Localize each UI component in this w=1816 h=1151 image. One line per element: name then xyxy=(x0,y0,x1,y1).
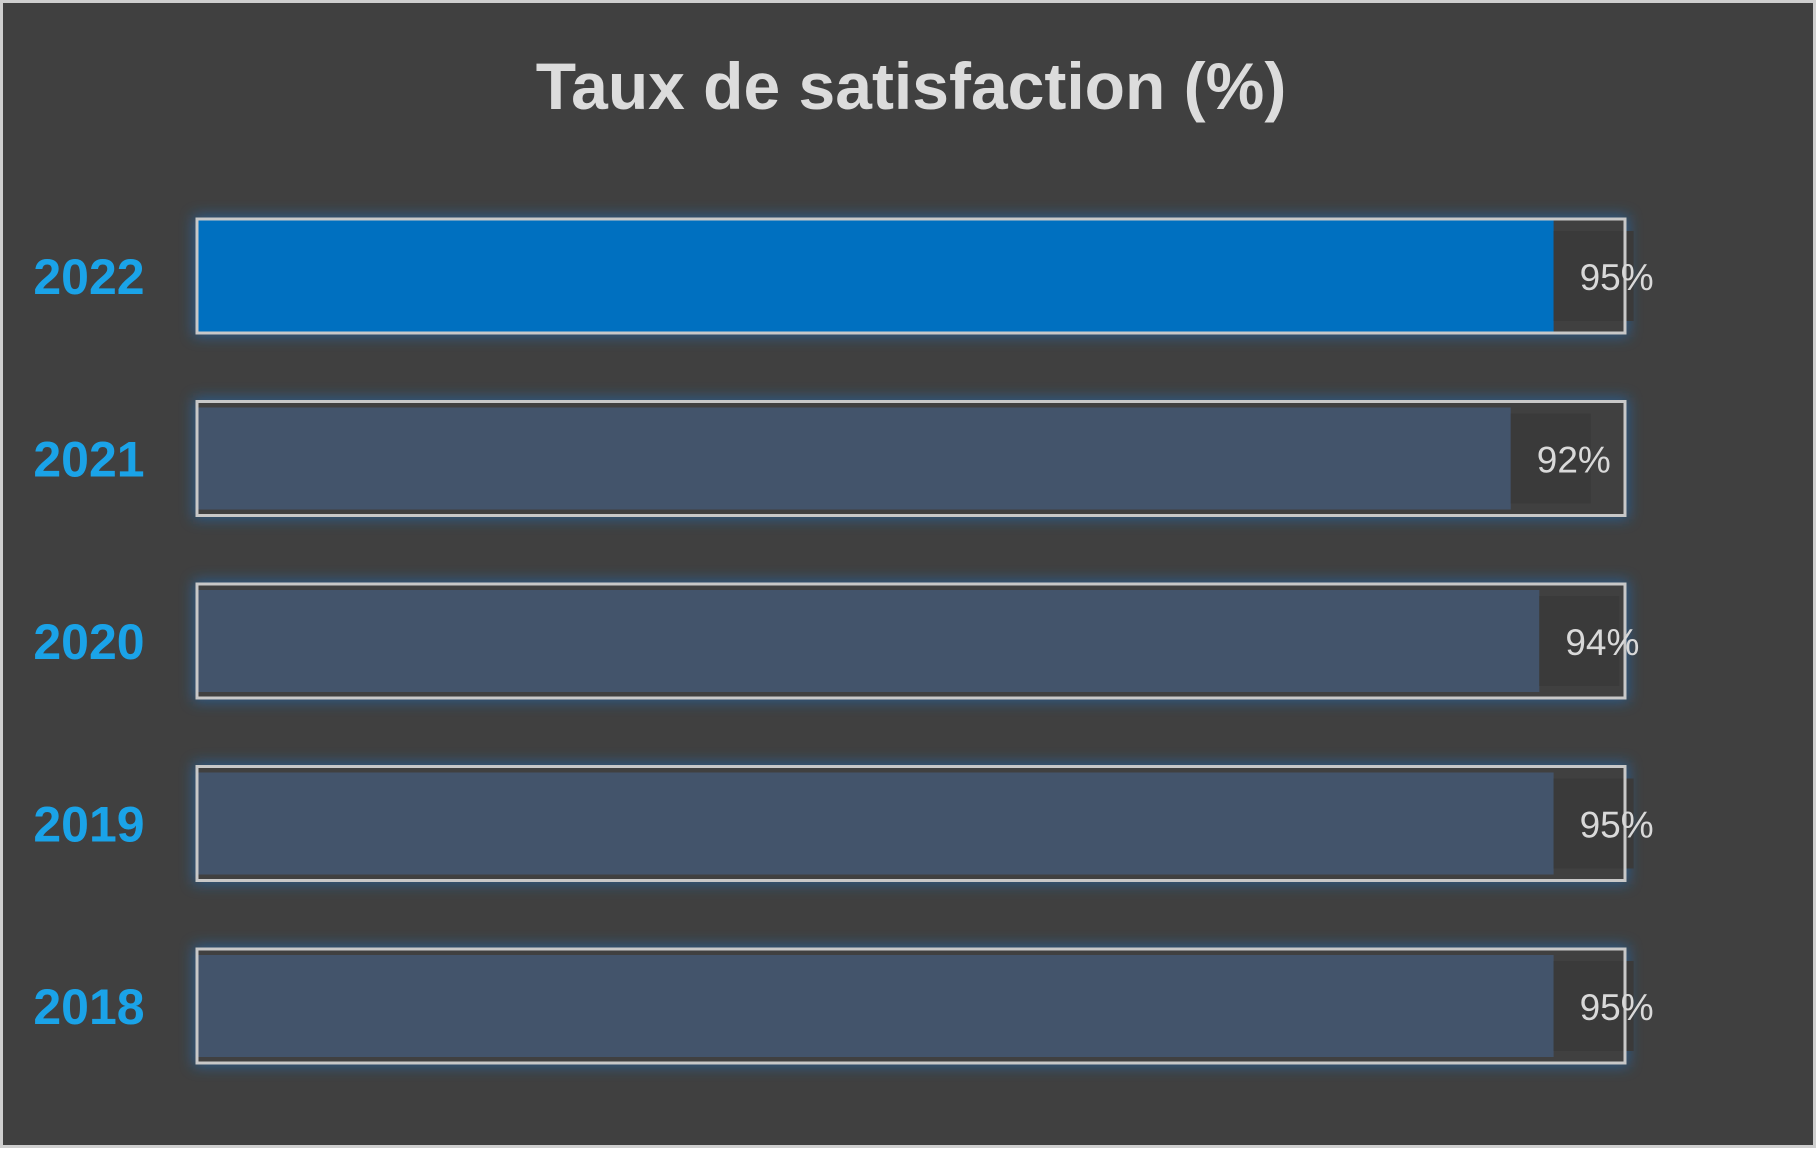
bars-group: 2022 95% 2021 92% 2020 94% 2019 95% 2018 95% xyxy=(33,215,1654,1067)
bar-2021 xyxy=(197,407,1511,510)
value-label-bg xyxy=(1539,596,1620,686)
category-label-2019: 2019 xyxy=(33,797,144,853)
bar-row-2019: 2019 95% xyxy=(33,762,1654,885)
bar-2022 xyxy=(197,219,1554,333)
bar-row-2022: 2022 95% xyxy=(33,215,1654,337)
chart-title: Taux de satisfaction (%) xyxy=(536,49,1287,123)
bar-2018 xyxy=(197,955,1554,1057)
bar-outline xyxy=(195,947,1627,1065)
bar-row-2018: 2018 95% xyxy=(33,945,1654,1067)
bar-chart: Taux de satisfaction (%) 2022 95%2021 92%2… xyxy=(33,49,1654,1067)
value-label-2020: 94% xyxy=(1565,622,1639,663)
value-label-2018: 95% xyxy=(1580,987,1654,1028)
category-label-2020: 2020 xyxy=(33,614,144,670)
value-label-2019: 95% xyxy=(1580,805,1654,846)
bar-row-2020: 2020 94% xyxy=(33,580,1639,702)
value-label-bg xyxy=(1510,413,1591,504)
value-label-2021: 92% xyxy=(1537,440,1611,481)
bar-2020 xyxy=(197,590,1540,692)
value-label-2022: 95% xyxy=(1580,257,1654,298)
category-label-2018: 2018 xyxy=(33,979,144,1035)
bar-outline xyxy=(195,582,1627,700)
bar-outline xyxy=(195,765,1627,882)
bar-outline xyxy=(195,400,1627,517)
bar-2019 xyxy=(197,772,1554,875)
category-label-2021: 2021 xyxy=(33,432,144,488)
value-label-bg xyxy=(1553,231,1634,321)
category-label-2022: 2022 xyxy=(33,249,144,305)
bar-outline xyxy=(195,217,1627,335)
value-label-bg xyxy=(1553,778,1634,869)
value-label-bg xyxy=(1553,961,1634,1051)
bar-row-2021: 2021 92% xyxy=(33,397,1629,520)
